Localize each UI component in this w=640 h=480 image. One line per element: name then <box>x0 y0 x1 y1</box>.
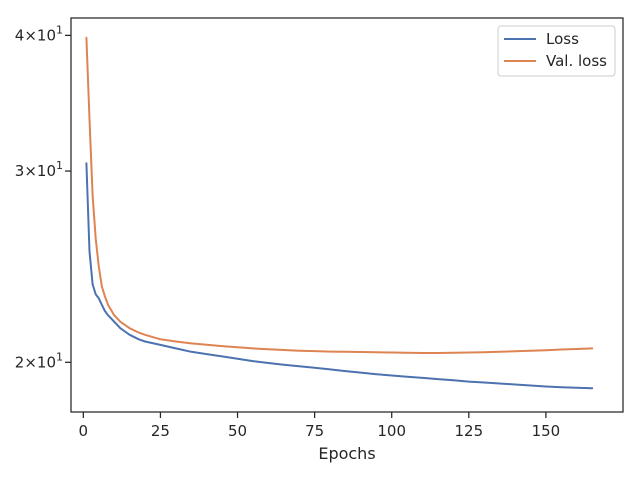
x-tick-label: 75 <box>305 422 324 440</box>
legend-label: Val. loss <box>546 52 607 70</box>
legend-label: Loss <box>546 30 579 48</box>
axis-ticks: 0 25 50 75 100 125 150 2×101 3×101 4×101 <box>15 23 560 440</box>
legend: Loss Val. loss <box>497 25 616 77</box>
plot-lines <box>85 36 594 390</box>
x-tick-label: 50 <box>228 422 247 440</box>
x-axis-label: Epochs <box>318 444 375 463</box>
y-tick-label: 3×101 <box>15 159 63 180</box>
y-tick-label: 2×101 <box>15 350 63 371</box>
series-line-val-loss <box>85 36 594 354</box>
x-tick-label: 0 <box>79 422 89 440</box>
x-tick-label: 150 <box>532 422 561 440</box>
x-tick-label: 125 <box>454 422 483 440</box>
x-tick-label: 25 <box>151 422 170 440</box>
y-tick-label: 4×101 <box>15 23 63 44</box>
x-tick-label: 100 <box>377 422 406 440</box>
plot-frame <box>70 17 624 413</box>
series-line-loss <box>85 162 594 390</box>
